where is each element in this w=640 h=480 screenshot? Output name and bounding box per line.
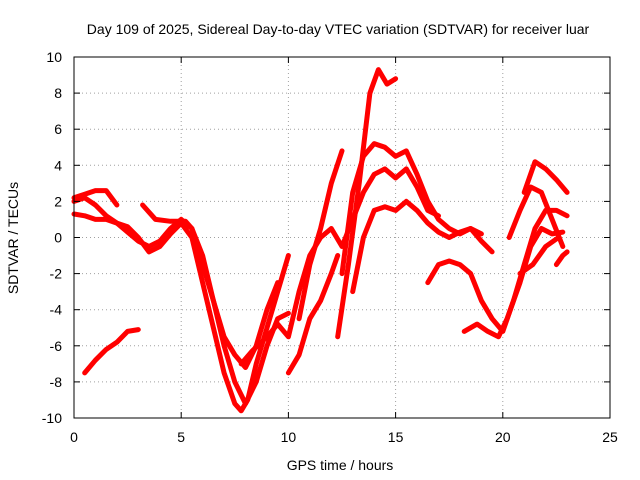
y-tick-label: 4 (54, 157, 62, 173)
y-tick-label: -8 (50, 374, 63, 390)
x-tick-label: 5 (177, 429, 185, 445)
series-track-b (71, 211, 291, 407)
series-track-i (335, 67, 399, 340)
y-tick-label: -10 (42, 410, 62, 426)
series-track-q (553, 249, 570, 268)
y-tick-label: -4 (50, 302, 63, 318)
series-track-p (517, 235, 561, 277)
y-tick-label: 10 (46, 49, 62, 65)
series-track-o (521, 159, 570, 195)
y-tick-label: 8 (54, 85, 62, 101)
y-tick-label: 2 (54, 193, 62, 209)
x-tick-label: 0 (70, 429, 78, 445)
series-track-n (506, 184, 566, 249)
series-track-c (71, 188, 120, 208)
y-tick-label: 0 (54, 230, 62, 246)
series-track-g (285, 253, 341, 376)
data-series (71, 67, 570, 414)
series-track-f (238, 166, 441, 367)
chart-title: Day 109 of 2025, Sidereal Day-to-day VTE… (87, 21, 590, 37)
y-tick-label: -6 (50, 338, 63, 354)
gridlines (74, 57, 610, 418)
series-track-m (461, 226, 566, 340)
x-tick-label: 25 (602, 429, 618, 445)
series-track-k (350, 198, 495, 295)
y-tick-label: -2 (50, 266, 63, 282)
y-tick-label: 6 (54, 121, 62, 137)
series-track-l (425, 207, 570, 334)
x-tick-label: 10 (281, 429, 297, 445)
y-axis-label: SDTVAR / TECUs (5, 182, 21, 294)
x-tick-label: 20 (495, 429, 511, 445)
x-tick-label: 15 (388, 429, 404, 445)
tick-labels: 0 5 10 15 20 25 -10 -8 -6 -4 -2 0 2 4 6 8 10 (42, 49, 618, 445)
series-track-h (296, 148, 345, 322)
x-axis-label: GPS time / hours (287, 457, 394, 473)
series-track-d (82, 327, 141, 376)
